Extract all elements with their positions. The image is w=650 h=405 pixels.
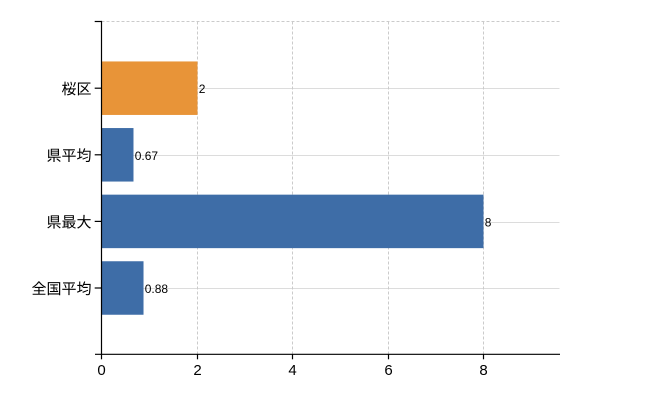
svg-text:0.88: 0.88 [145, 282, 169, 296]
svg-text:8: 8 [479, 362, 487, 379]
svg-text:0.67: 0.67 [135, 149, 159, 163]
svg-text:4: 4 [288, 362, 296, 379]
svg-text:2: 2 [199, 82, 206, 96]
svg-text:8: 8 [485, 215, 492, 229]
svg-text:0: 0 [97, 362, 105, 379]
svg-text:6: 6 [384, 362, 392, 379]
svg-text:2: 2 [193, 362, 201, 379]
